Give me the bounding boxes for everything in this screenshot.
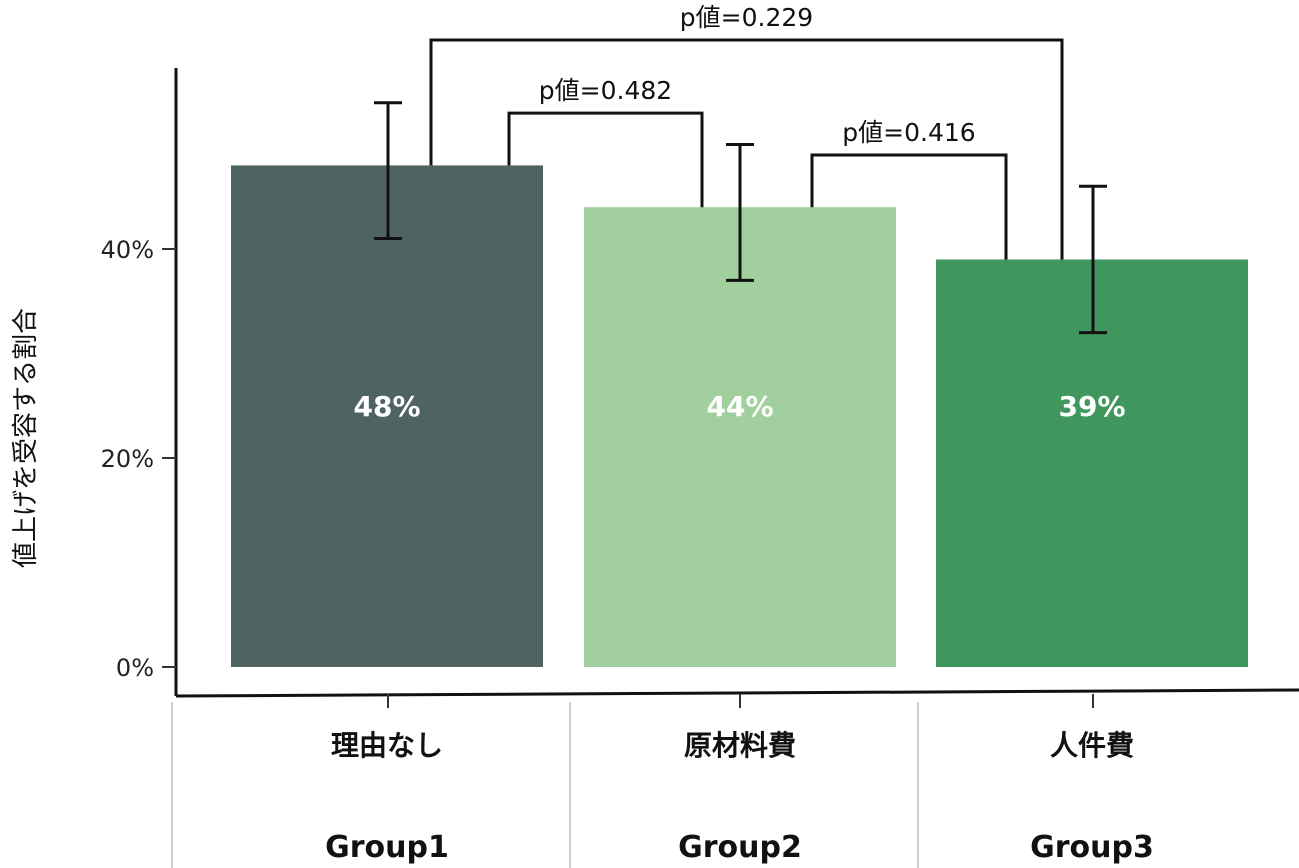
group-label: Group1	[325, 830, 449, 865]
p-value-label: p値=0.229	[680, 3, 813, 32]
y-axis-title: 値上げを受容する割合	[11, 308, 41, 568]
category-label: 理由なし	[331, 729, 443, 762]
bar	[584, 207, 896, 667]
p-value-label: p値=0.482	[539, 76, 672, 105]
p-value-label: p値=0.416	[842, 118, 975, 147]
group-label: Group3	[1030, 830, 1154, 865]
category-label: 原材料費	[684, 729, 796, 762]
significance-bracket	[810, 153, 1008, 260]
bar-value-label: 39%	[1058, 390, 1125, 423]
x-axis-line	[175, 688, 1299, 698]
bar-value-label: 48%	[353, 390, 420, 423]
group-label: Group2	[678, 830, 802, 865]
y-tick-label: 40%	[101, 236, 154, 264]
bar	[231, 165, 543, 667]
bar-value-label: 44%	[706, 390, 773, 423]
category-label: 人件費	[1050, 729, 1134, 762]
significance-bracket	[429, 38, 1064, 260]
y-tick-label: 0%	[116, 654, 154, 682]
significance-bracket	[507, 111, 704, 208]
y-tick-label: 20%	[101, 445, 154, 473]
